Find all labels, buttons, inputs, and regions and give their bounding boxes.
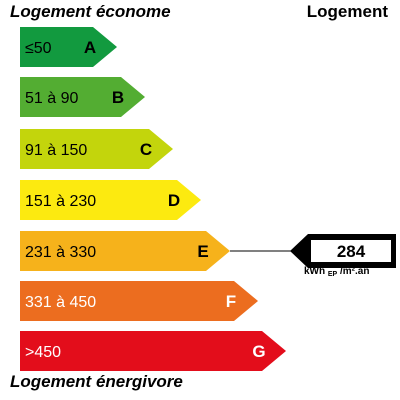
class-range: 51 à 90	[25, 90, 78, 107]
class-bar	[20, 129, 173, 169]
class-range: >450	[25, 344, 61, 361]
unit-tail: /m².an	[340, 266, 370, 277]
class-range: 91 à 150	[25, 142, 87, 159]
unit-sub: EP	[327, 271, 338, 278]
energy-class-e: 231 à 330 E	[20, 231, 230, 271]
class-letter: G	[252, 342, 265, 361]
class-bar	[20, 180, 201, 220]
consumption-unit: kWh EP /m².an	[304, 266, 369, 278]
unit-main: kWh	[304, 266, 326, 277]
class-bar	[20, 231, 230, 271]
home-title: Logement	[306, 2, 388, 21]
class-range: ≤50	[25, 40, 52, 57]
energy-class-a: ≤50 A	[20, 27, 117, 67]
consumption-indicator: 284	[230, 234, 396, 268]
class-letter: F	[226, 292, 236, 311]
class-letter: D	[168, 191, 180, 210]
class-range: 331 à 450	[25, 294, 96, 311]
indicator-box	[311, 240, 391, 262]
class-bar	[20, 77, 145, 117]
class-range: 231 à 330	[25, 244, 96, 261]
energy-class-f: 331 à 450 F	[20, 281, 258, 321]
class-letter: E	[197, 242, 208, 261]
consumption-value: 284	[337, 242, 366, 261]
inefficient-home-title: Logement énergivore	[10, 372, 183, 391]
energy-class-b: 51 à 90 B	[20, 77, 145, 117]
class-bar	[20, 331, 286, 371]
class-bar	[20, 27, 117, 67]
efficient-home-title: Logement économe	[10, 2, 171, 21]
class-letter: A	[84, 38, 96, 57]
energy-class-d: 151 à 230 D	[20, 180, 201, 220]
class-letter: C	[140, 140, 152, 159]
energy-class-c: 91 à 150 C	[20, 129, 173, 169]
class-range: 151 à 230	[25, 193, 96, 210]
energy-class-g: >450 G	[20, 331, 286, 371]
class-bar	[20, 281, 258, 321]
class-letter: B	[112, 88, 124, 107]
